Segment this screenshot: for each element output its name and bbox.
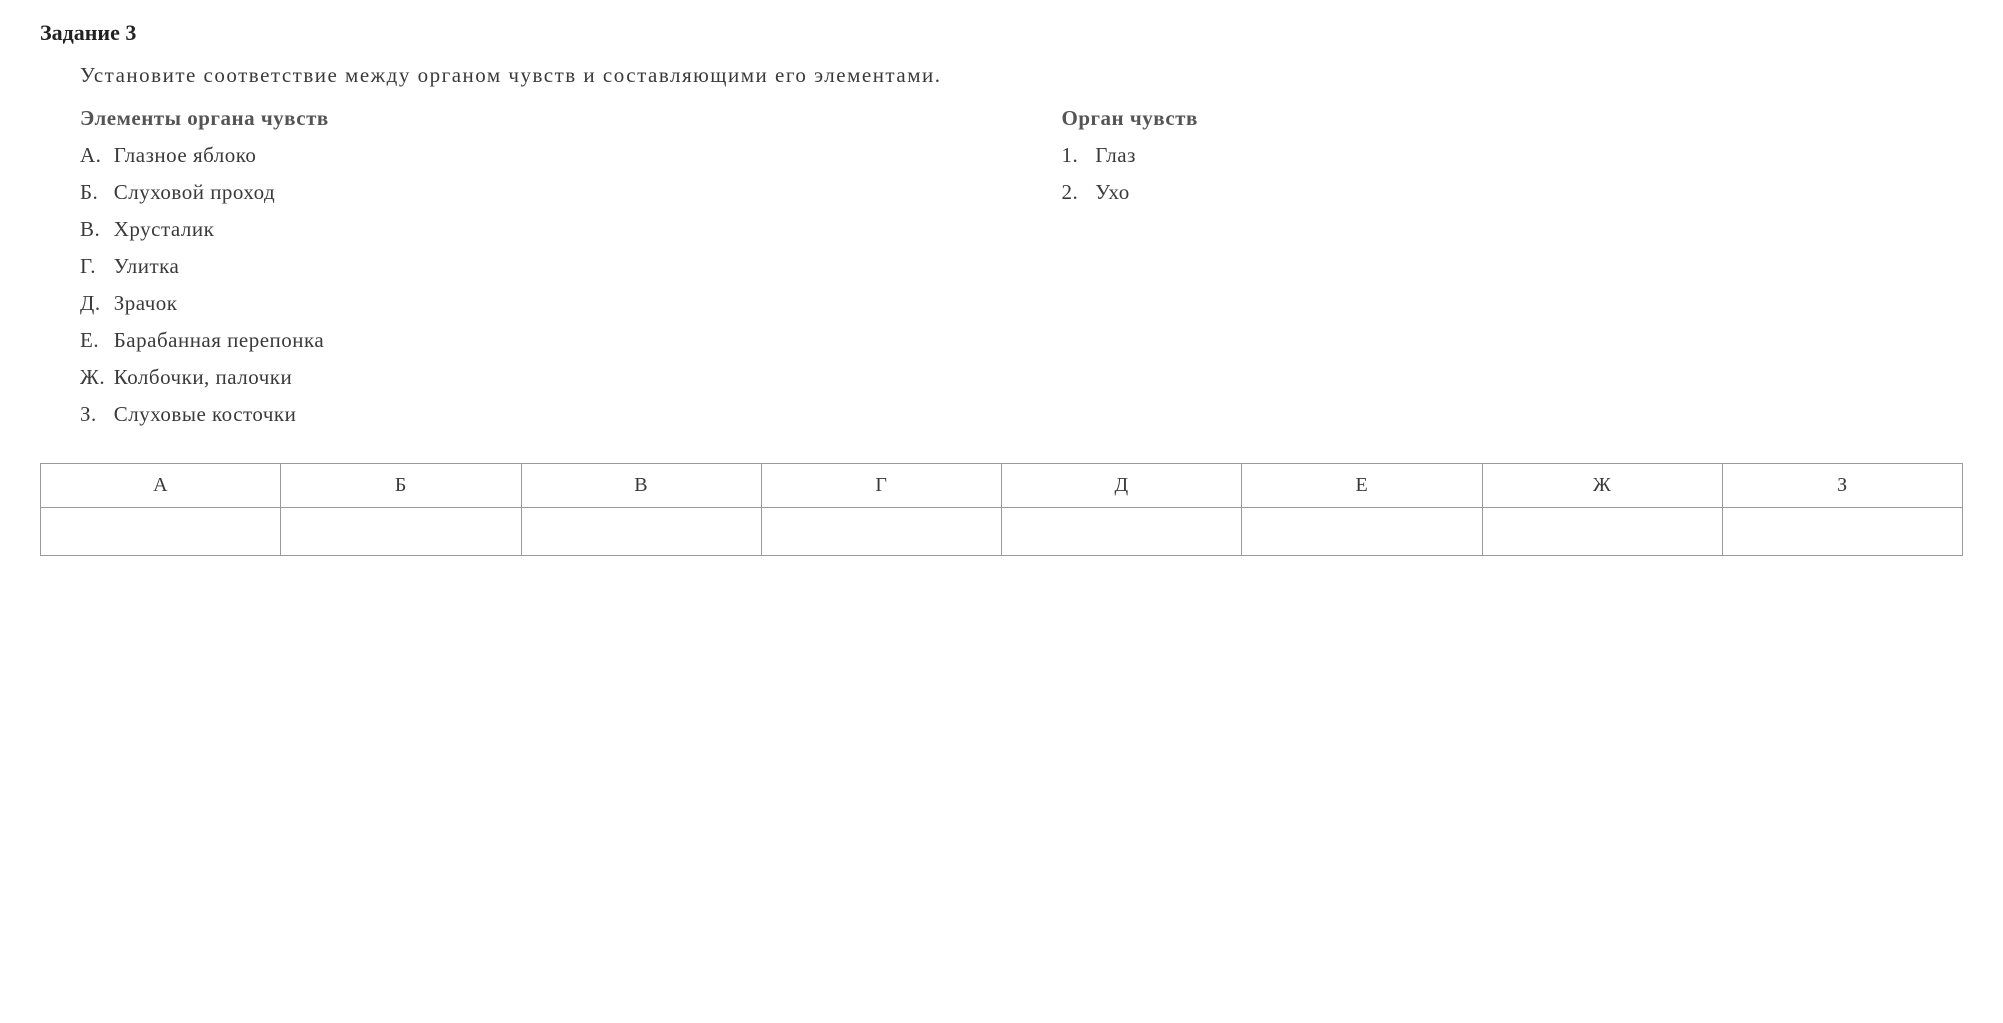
item-letter: З. xyxy=(80,402,108,427)
table-answer-cell[interactable] xyxy=(1242,507,1482,555)
left-column: Элементы органа чувств А. Глазное яблоко… xyxy=(80,106,982,439)
table-answer-cell[interactable] xyxy=(761,507,1001,555)
right-column: Орган чувств 1. Глаз 2. Ухо xyxy=(1062,106,1964,439)
left-column-header: Элементы органа чувств xyxy=(80,106,982,131)
list-item: 2. Ухо xyxy=(1062,180,1964,205)
table-answer-cell[interactable] xyxy=(1002,507,1242,555)
table-header-cell: Г xyxy=(761,463,1001,507)
item-text: Глаз xyxy=(1095,143,1136,167)
table-header-cell: Д xyxy=(1002,463,1242,507)
item-text: Хрусталик xyxy=(114,217,215,241)
item-letter: Д. xyxy=(80,291,108,316)
item-text: Ухо xyxy=(1095,180,1129,204)
item-letter: 1. xyxy=(1062,143,1090,168)
table-header-cell: Б xyxy=(281,463,521,507)
table-header-cell: Е xyxy=(1242,463,1482,507)
item-letter: Г. xyxy=(80,254,108,279)
table-answer-row xyxy=(41,507,1963,555)
item-text: Улитка xyxy=(114,254,180,278)
list-item: А. Глазное яблоко xyxy=(80,143,982,168)
table-answer-cell[interactable] xyxy=(1722,507,1962,555)
item-letter: Ж. xyxy=(80,365,108,390)
item-letter: А. xyxy=(80,143,108,168)
item-text: Слуховой проход xyxy=(114,180,275,204)
task-title: Задание 3 xyxy=(40,20,1963,46)
list-item: Ж. Колбочки, палочки xyxy=(80,365,982,390)
list-item: Е. Барабанная перепонка xyxy=(80,328,982,353)
answer-table: А Б В Г Д Е Ж З xyxy=(40,463,1963,556)
table-answer-cell[interactable] xyxy=(521,507,761,555)
list-item: Г. Улитка xyxy=(80,254,982,279)
list-item: В. Хрусталик xyxy=(80,217,982,242)
right-column-header: Орган чувств xyxy=(1062,106,1964,131)
table-header-cell: З xyxy=(1722,463,1962,507)
list-item: Б. Слуховой проход xyxy=(80,180,982,205)
list-item: 1. Глаз xyxy=(1062,143,1964,168)
columns-container: Элементы органа чувств А. Глазное яблоко… xyxy=(80,106,1963,439)
list-item: З. Слуховые косточки xyxy=(80,402,982,427)
task-description: Установите соответствие между органом чу… xyxy=(80,60,1963,92)
table-answer-cell[interactable] xyxy=(281,507,521,555)
item-text: Колбочки, палочки xyxy=(114,365,293,389)
item-letter: Б. xyxy=(80,180,108,205)
table-answer-cell[interactable] xyxy=(1482,507,1722,555)
list-item: Д. Зрачок xyxy=(80,291,982,316)
item-text: Слуховые косточки xyxy=(114,402,297,426)
item-letter: В. xyxy=(80,217,108,242)
table-header-row: А Б В Г Д Е Ж З xyxy=(41,463,1963,507)
table-answer-cell[interactable] xyxy=(41,507,281,555)
item-letter: 2. xyxy=(1062,180,1090,205)
item-text: Зрачок xyxy=(114,291,178,315)
table-header-cell: А xyxy=(41,463,281,507)
table-header-cell: Ж xyxy=(1482,463,1722,507)
item-text: Барабанная перепонка xyxy=(114,328,324,352)
table-header-cell: В xyxy=(521,463,761,507)
item-text: Глазное яблоко xyxy=(114,143,257,167)
item-letter: Е. xyxy=(80,328,108,353)
